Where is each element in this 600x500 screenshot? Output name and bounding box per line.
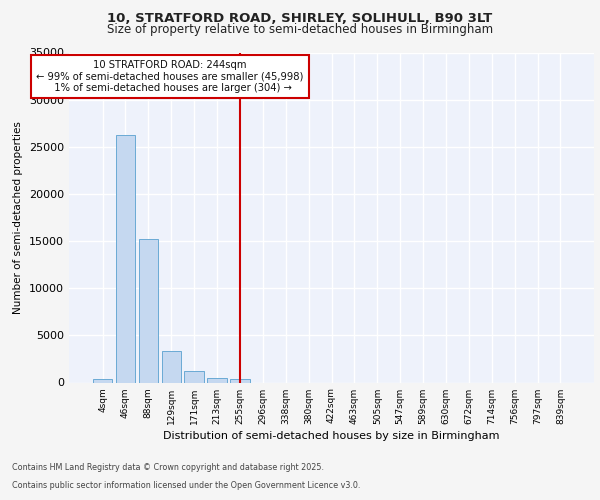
Text: Contains HM Land Registry data © Crown copyright and database right 2025.: Contains HM Land Registry data © Crown c… xyxy=(12,464,324,472)
X-axis label: Distribution of semi-detached houses by size in Birmingham: Distribution of semi-detached houses by … xyxy=(163,430,500,440)
Bar xyxy=(93,378,112,382)
Text: Contains public sector information licensed under the Open Government Licence v3: Contains public sector information licen… xyxy=(12,481,361,490)
Text: 10 STRATFORD ROAD: 244sqm
← 99% of semi-detached houses are smaller (45,998)
  1: 10 STRATFORD ROAD: 244sqm ← 99% of semi-… xyxy=(37,60,304,93)
Bar xyxy=(230,378,250,382)
Text: 10, STRATFORD ROAD, SHIRLEY, SOLIHULL, B90 3LT: 10, STRATFORD ROAD, SHIRLEY, SOLIHULL, B… xyxy=(107,12,493,26)
Bar xyxy=(139,239,158,382)
Text: Size of property relative to semi-detached houses in Birmingham: Size of property relative to semi-detach… xyxy=(107,22,493,36)
Bar xyxy=(184,371,204,382)
Bar xyxy=(208,378,227,382)
Bar xyxy=(161,352,181,382)
Bar xyxy=(116,136,135,382)
Y-axis label: Number of semi-detached properties: Number of semi-detached properties xyxy=(13,121,23,314)
